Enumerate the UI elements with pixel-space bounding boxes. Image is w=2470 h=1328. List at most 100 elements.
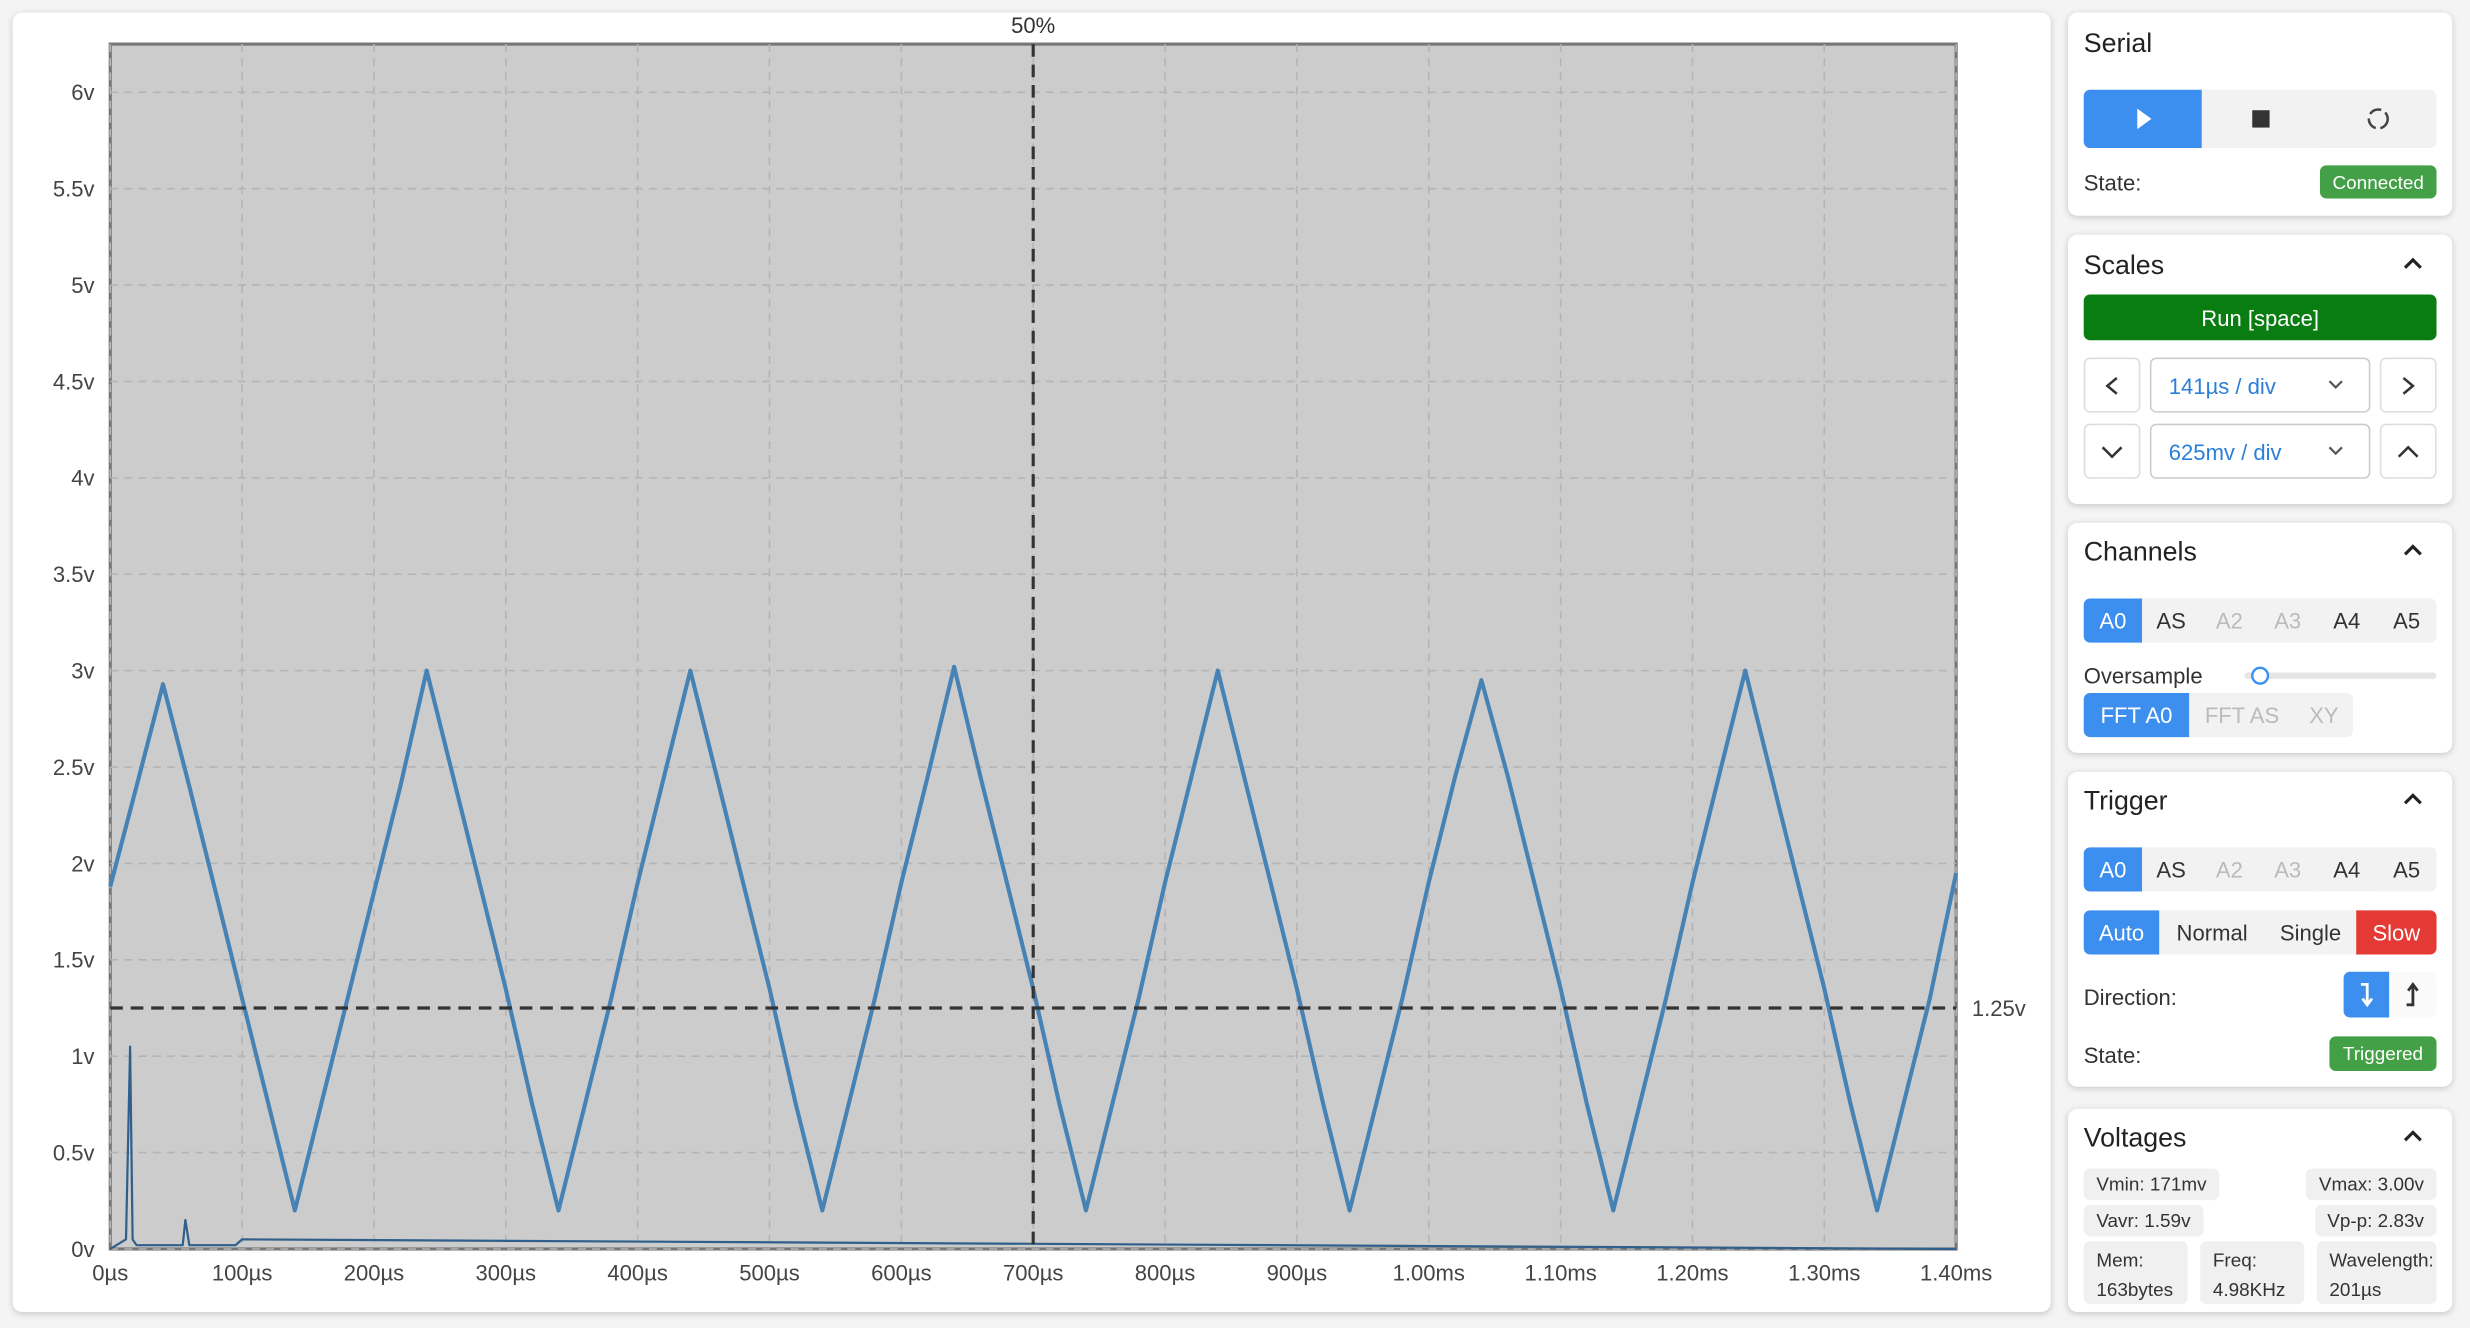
stat-label: Mem: — [2096, 1248, 2144, 1272]
x-tick-label: 300µs — [476, 1260, 537, 1285]
channel-button[interactable]: AS — [2142, 847, 2201, 892]
trigger-label: 1.25v — [1972, 996, 2026, 1021]
mode-button[interactable]: FFT AS — [2189, 693, 2295, 738]
stat-box: Mem: 163bytes — [2083, 1241, 2188, 1305]
channel-button[interactable]: A3 — [2258, 598, 2317, 643]
scales-panel: Scales Run [space] 141µs / div 625mv / d… — [2067, 234, 2453, 505]
x-tick-label: 1.20ms — [1656, 1260, 1728, 1285]
y-tick-label: 3v — [71, 659, 94, 684]
state-label: State: — [2083, 170, 2142, 196]
y-tick-label: 0v — [71, 1237, 94, 1262]
stat-value: 163bytes — [2096, 1278, 2174, 1301]
channel-button[interactable]: A0 — [2083, 598, 2142, 643]
y-tick-label: 5v — [71, 273, 94, 298]
y-tick-label: 5.5v — [53, 177, 95, 202]
cursor-label: 50% — [1011, 13, 1055, 38]
vpp: Vp-p: 2.83v — [2314, 1204, 2437, 1237]
serial-panel: Serial State: Connected — [2067, 12, 2453, 216]
x-tick-label: 200µs — [344, 1260, 405, 1285]
select-value: 141µs / div — [2168, 372, 2276, 398]
stop-button[interactable] — [2201, 89, 2320, 149]
chart: 0v 0.5v 1v 1.5v 2v 2.5v 3v 3.5v 4v 4.5v 5v 5.5v 6v 0µ… — [53, 13, 2026, 1285]
y-tick-label: 0.5v — [53, 1140, 95, 1165]
stat-label: Wavelength: — [2329, 1248, 2434, 1272]
vmax: Vmax: 3.00v — [2306, 1168, 2437, 1201]
state-badge: Connected — [2319, 165, 2437, 199]
panel-title: Channels — [2083, 537, 2197, 567]
x-tick-label: 800µs — [1135, 1260, 1196, 1285]
vmin: Vmin: 171mv — [2083, 1168, 2220, 1201]
y-tick-label: 1.5v — [53, 948, 95, 973]
play-button[interactable] — [2083, 89, 2202, 149]
x-tick-label: 900µs — [1267, 1260, 1328, 1285]
x-tick-label: 1.10ms — [1524, 1260, 1596, 1285]
channel-button[interactable]: A2 — [2200, 598, 2259, 643]
trigger-mode-button[interactable]: Auto — [2083, 910, 2160, 955]
channel-button[interactable]: A4 — [2316, 598, 2377, 643]
y-tick-label: 2v — [71, 851, 94, 876]
x-tick-label: 600µs — [871, 1260, 932, 1285]
volt-down-button[interactable] — [2083, 423, 2141, 479]
channel-button[interactable]: A0 — [2083, 847, 2142, 892]
run-button[interactable]: Run [space] — [2083, 294, 2437, 341]
trigger-mode-button[interactable]: Normal — [2159, 910, 2265, 955]
stat-value: 201µs — [2329, 1278, 2382, 1301]
panel-title: Voltages — [2083, 1122, 2187, 1153]
y-tick-label: 1v — [71, 1044, 94, 1069]
stat-box: Freq: 4.98KHz — [2200, 1241, 2305, 1305]
x-tick-label: 700µs — [1003, 1260, 1064, 1285]
x-tick-label: 500µs — [739, 1260, 800, 1285]
x-tick-label: 0µs — [92, 1260, 128, 1285]
x-tick-label: 1.00ms — [1393, 1260, 1465, 1285]
channel-button[interactable]: A5 — [2376, 847, 2437, 892]
x-tick-label: 400µs — [607, 1260, 668, 1285]
panel-title: Scales — [2083, 250, 2165, 281]
time-div-select[interactable]: 141µs / div — [2149, 357, 2371, 413]
collapse-icon[interactable] — [2402, 1126, 2424, 1145]
y-tick-label: 4v — [71, 466, 94, 491]
panel-title: Trigger — [2083, 785, 2168, 816]
stat-value: 4.98KHz — [2212, 1278, 2286, 1301]
falling-button[interactable] — [2343, 971, 2390, 1018]
panel-title: Serial — [2083, 28, 2153, 59]
direction-label: Direction: — [2083, 984, 2177, 1010]
x-tick-label: 1.40ms — [1920, 1260, 1992, 1285]
signal-line — [109, 1045, 1957, 1251]
y-tick-label: 3.5v — [53, 562, 95, 587]
volt-div-select[interactable]: 625mv / div — [2149, 423, 2371, 479]
state-badge: Triggered — [2329, 1036, 2437, 1071]
channel-button[interactable]: A5 — [2376, 598, 2437, 643]
channels-panel: Channels A0 AS A2 A3 A4 A5 Oversample FF… — [2067, 522, 2453, 753]
stat-label: Freq: — [2212, 1248, 2257, 1272]
volt-up-button[interactable] — [2379, 423, 2437, 479]
rising-button[interactable] — [2389, 971, 2437, 1018]
trigger-mode-button[interactable]: Single — [2264, 910, 2357, 955]
channel-button[interactable]: A3 — [2258, 847, 2317, 892]
stat-box: Wavelength: 201µs — [2316, 1241, 2437, 1305]
channel-button[interactable]: A4 — [2316, 847, 2377, 892]
y-tick-label: 4.5v — [53, 369, 95, 394]
trigger-mode-button[interactable]: Slow — [2356, 910, 2437, 955]
vavr: Vavr: 1.59v — [2083, 1204, 2204, 1237]
select-value: 625mv / div — [2168, 438, 2282, 464]
x-tick-label: 1.30ms — [1788, 1260, 1860, 1285]
collapse-icon[interactable] — [2402, 254, 2424, 273]
collapse-icon[interactable] — [2402, 789, 2424, 808]
y-tick-label: 2.5v — [53, 755, 95, 780]
channel-button[interactable]: AS — [2142, 598, 2201, 643]
next-time-button[interactable] — [2379, 357, 2437, 413]
oversample-slider[interactable] — [2241, 663, 2439, 688]
reset-button[interactable] — [2319, 89, 2437, 149]
collapse-icon[interactable] — [2402, 540, 2424, 559]
mode-button[interactable]: XY — [2294, 693, 2354, 738]
oversample-label: Oversample — [2083, 663, 2203, 689]
voltages-panel: Voltages Vmin: 171mv Vmax: 3.00v Vavr: 1… — [2067, 1108, 2453, 1312]
mode-button[interactable]: FFT A0 — [2083, 693, 2190, 738]
state-label: State: — [2083, 1042, 2142, 1068]
x-tick-label: 100µs — [212, 1260, 273, 1285]
y-tick-label: 6v — [71, 80, 94, 105]
prev-time-button[interactable] — [2083, 357, 2141, 413]
channel-button[interactable]: A2 — [2200, 847, 2259, 892]
